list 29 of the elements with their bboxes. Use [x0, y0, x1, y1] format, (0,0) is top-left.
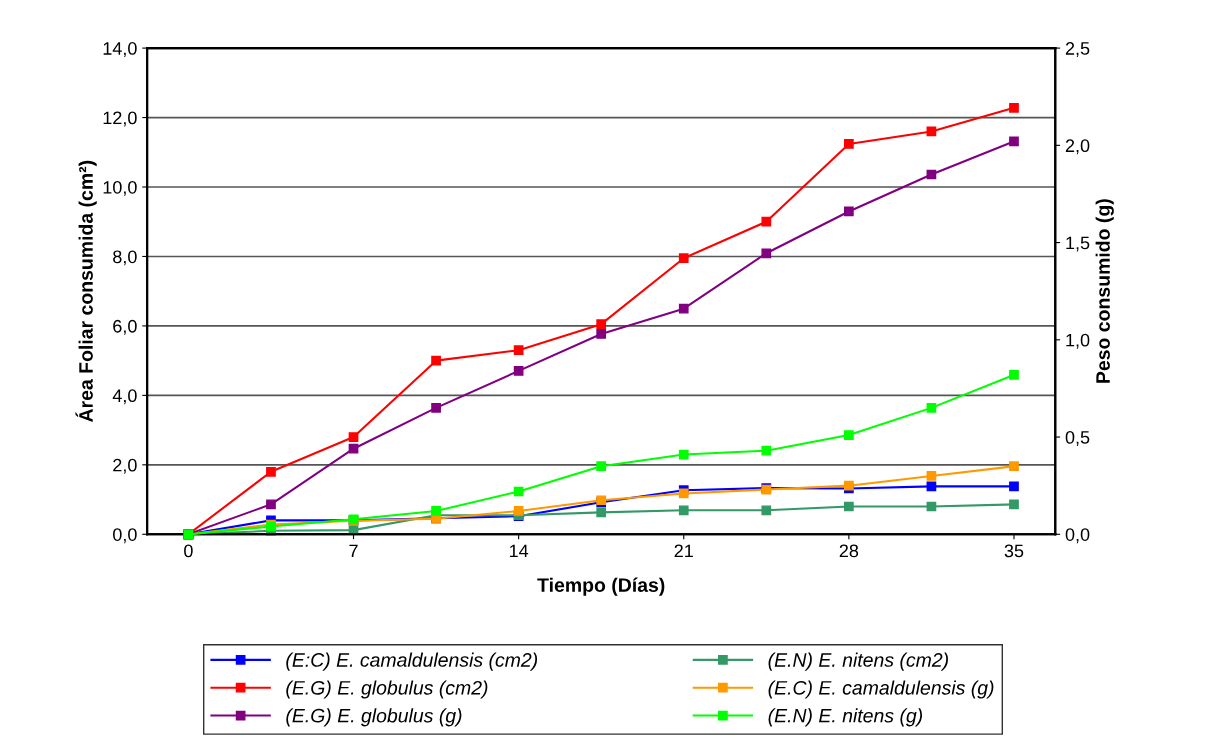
y-tick-label: 12,0: [103, 111, 137, 127]
y2-axis-title: Peso consumido (g): [1095, 199, 1114, 383]
y-tick-label: 2,0: [113, 458, 137, 474]
x-tick-label: 28: [839, 544, 859, 558]
y-tick-label: 0,0: [113, 528, 137, 544]
legend-label: (E.N) E. nitens (cm2): [768, 652, 948, 671]
legend-label: (E.N) E. nitens (g): [768, 708, 923, 727]
y-tick-label: 6,0: [113, 319, 137, 335]
y-tick-label: 4,0: [112, 389, 137, 405]
x-tick-label: 35: [1004, 544, 1024, 558]
x-axis-title: Tiempo (Días): [537, 577, 665, 596]
y-tick-label: 14,0: [103, 42, 137, 57]
y-tick-label: 10,0: [103, 180, 137, 196]
y2-tick-label: 2,0: [1065, 139, 1090, 155]
x-tick-label: 7: [349, 544, 358, 558]
y2-tick-label: 1,5: [1066, 236, 1090, 252]
x-tick-label: 21: [674, 544, 693, 558]
x-tick-label: 14: [509, 544, 529, 558]
y2-tick-label: 1,0: [1066, 333, 1090, 349]
legend-label: (E.G) E. globulus (cm2): [286, 680, 488, 699]
legend-label: (E.C) E. camaldulensis (g): [768, 680, 994, 699]
y-axis-title: Área Foliar consumida (cm²): [75, 160, 97, 422]
legend-label: (E.G) E. globulus (g): [286, 708, 462, 727]
y2-tick-label: 0,5: [1065, 430, 1090, 446]
y-tick-label: 8,0: [113, 250, 137, 266]
x-tick-label: 0: [184, 544, 193, 558]
y2-tick-label: 0,0: [1065, 528, 1090, 544]
legend-label: (E:C) E. camaldulensis (cm2): [286, 652, 538, 671]
y2-tick-label: 2,5: [1065, 42, 1090, 57]
